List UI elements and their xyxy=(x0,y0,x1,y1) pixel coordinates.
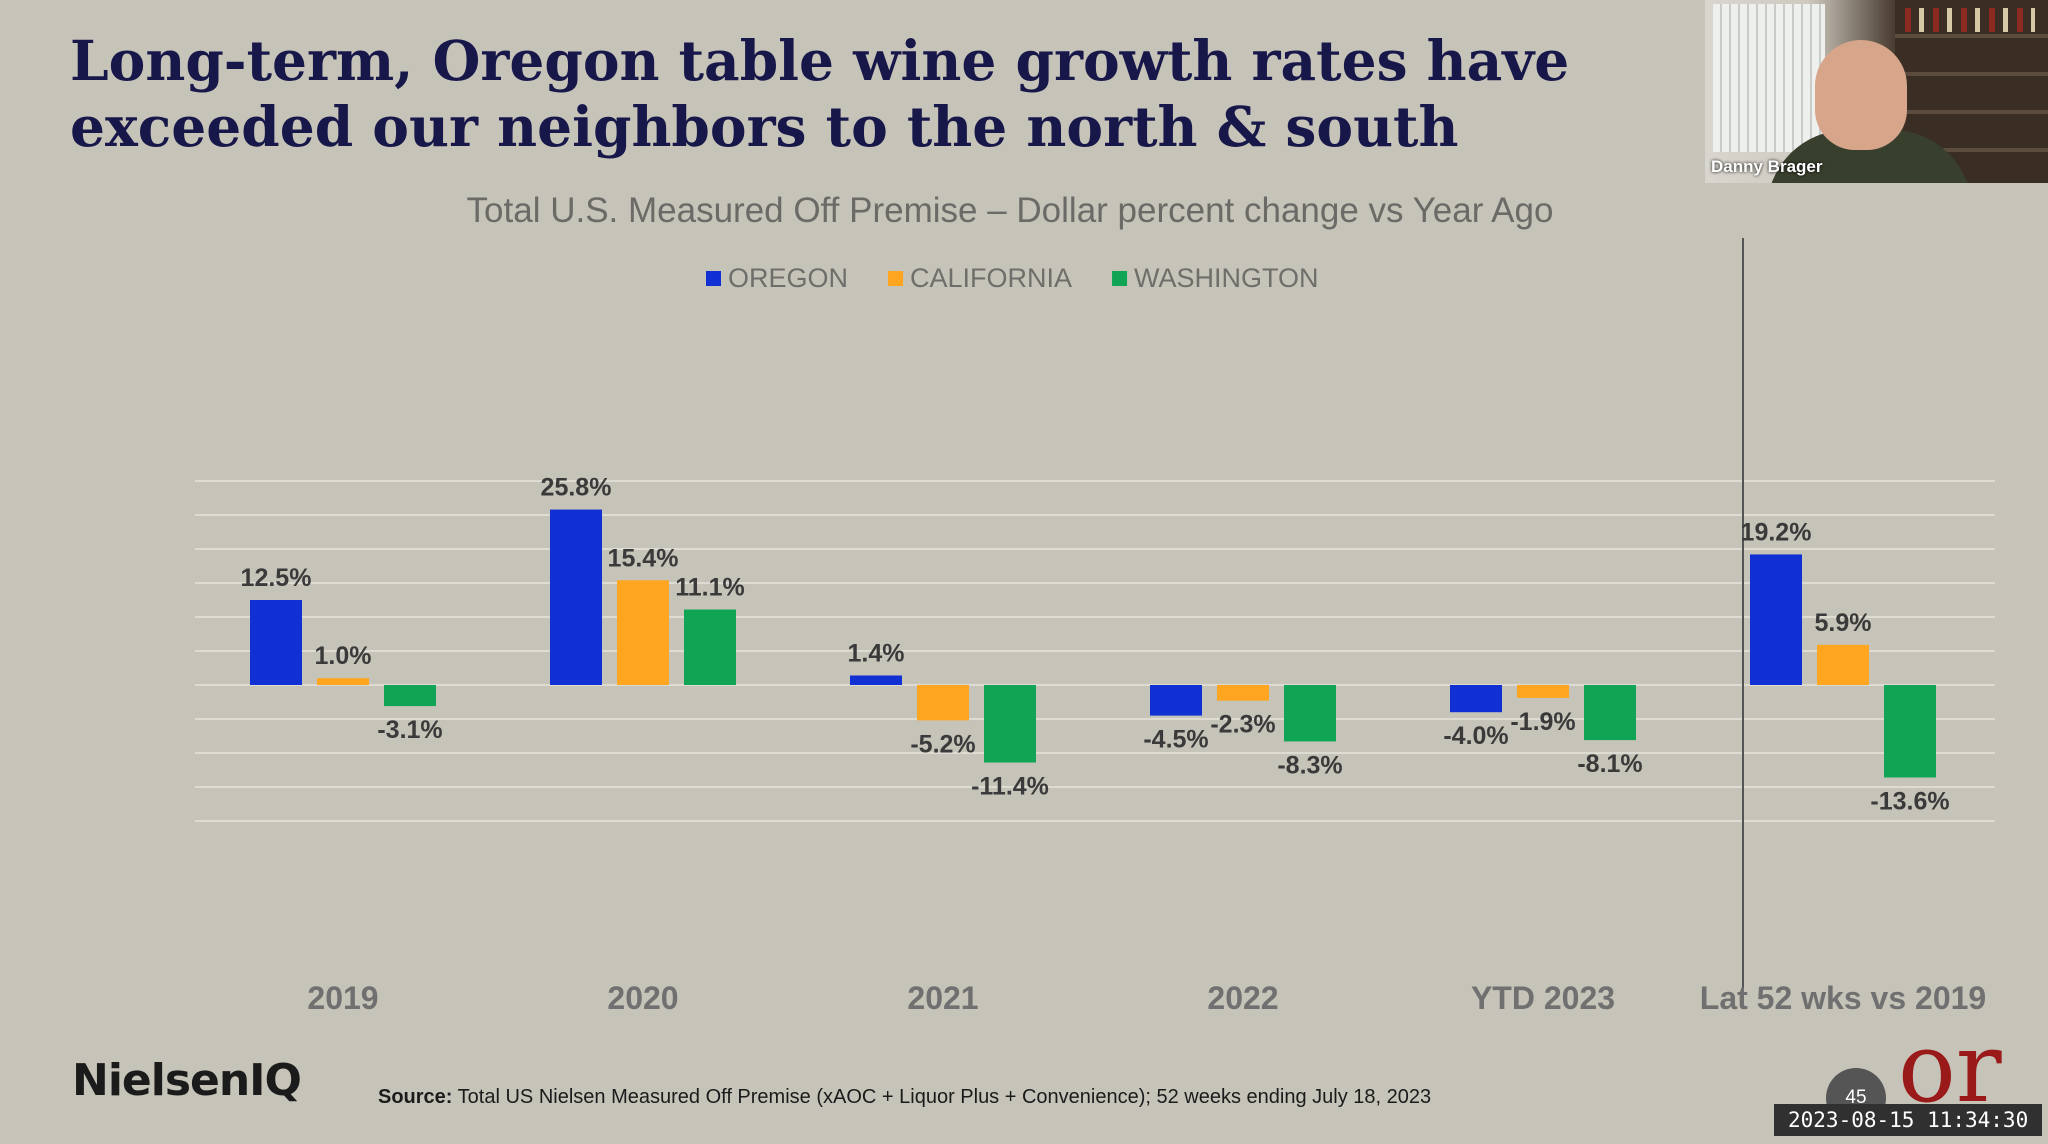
category-label: Lat 52 wks vs 2019 xyxy=(1700,980,1986,1016)
data-label: -3.1% xyxy=(377,716,442,744)
category-label: YTD 2023 xyxy=(1471,980,1615,1016)
data-label: -11.4% xyxy=(971,773,1049,801)
data-label: -1.9% xyxy=(1510,708,1575,736)
bar xyxy=(250,600,302,685)
participant-video: Danny Brager xyxy=(1705,0,2048,183)
bar xyxy=(1284,685,1336,742)
bar xyxy=(1150,685,1202,716)
data-label: 25.8% xyxy=(541,474,612,502)
category-label: 2021 xyxy=(907,980,978,1016)
recording-timestamp: 2023-08-15 11:34:30 xyxy=(1774,1104,2043,1136)
source-text: Total US Nielsen Measured Off Premise (x… xyxy=(457,1086,1432,1108)
chart-bars: 12.5% 1.0% -3.1% 25.8% 15.4%11.1% 1.4% -5.2% -1… xyxy=(241,474,1950,816)
bar xyxy=(917,685,969,721)
webcam-bottles xyxy=(1905,8,2035,32)
data-label: 1.0% xyxy=(315,642,372,670)
participant-name: Danny Brager xyxy=(1711,157,1823,176)
bar xyxy=(384,685,436,707)
bar xyxy=(1817,644,1869,685)
data-label: 11.1% xyxy=(675,574,745,602)
slide-title-line-1: Long-term, Oregon table wine growth rate… xyxy=(70,28,1570,93)
webcam-person-head xyxy=(1815,40,1907,150)
data-label: 15.4% xyxy=(608,544,679,572)
category-label: 2020 xyxy=(607,980,678,1016)
legend-swatch xyxy=(706,271,721,286)
data-label: 19.2% xyxy=(1741,518,1812,546)
slide-title-line-2: exceeded our neighbors to the north & so… xyxy=(70,94,1459,159)
data-label: -4.5% xyxy=(1143,726,1208,754)
chart-gridlines xyxy=(195,238,1995,1000)
data-label: -4.0% xyxy=(1443,722,1508,750)
bar xyxy=(850,675,902,685)
data-label: -2.3% xyxy=(1210,711,1275,739)
category-label: 2022 xyxy=(1207,980,1278,1016)
bar xyxy=(684,609,736,685)
bar xyxy=(1517,685,1569,698)
legend-label: OREGON xyxy=(728,263,848,293)
bar xyxy=(317,678,369,685)
chart-title: Total U.S. Measured Off Premise – Dollar… xyxy=(467,191,1554,230)
nielseniq-logo: NielsenIQ xyxy=(72,1055,302,1106)
chart-legend: OREGON CALIFORNIA WASHINGTON xyxy=(706,263,1319,293)
bar xyxy=(1750,554,1802,685)
category-label: 2019 xyxy=(307,980,378,1016)
data-label: -13.6% xyxy=(1870,787,1949,815)
bar xyxy=(984,685,1036,763)
bar xyxy=(1584,685,1636,741)
webcam-window xyxy=(1713,4,1825,152)
legend-swatch xyxy=(888,271,904,286)
slide-title: Long-term, Oregon table wine growth rate… xyxy=(70,28,1670,160)
bar xyxy=(1884,685,1936,778)
legend-swatch xyxy=(1112,271,1128,286)
bar xyxy=(1450,685,1502,713)
bar xyxy=(550,509,602,685)
legend-label: WASHINGTON xyxy=(1134,263,1319,293)
data-label: -8.1% xyxy=(1577,750,1642,778)
data-label: -5.2% xyxy=(910,730,975,758)
bar xyxy=(617,580,669,685)
data-label: 12.5% xyxy=(241,564,312,592)
source-note: Source: Total US Nielsen Measured Off Pr… xyxy=(378,1086,1431,1109)
chart-category-labels: 2019 2020 2021 2022 YTD 2023 Lat 52 wks vs 20… xyxy=(307,980,1986,1016)
data-label: 1.4% xyxy=(848,639,905,667)
source-label: Source: xyxy=(378,1086,453,1108)
bar xyxy=(1217,685,1269,701)
legend-label: CALIFORNIA xyxy=(910,263,1072,293)
brand-logo-mark: or xyxy=(1898,1012,2002,1124)
data-label: -8.3% xyxy=(1277,751,1342,779)
data-label: 5.9% xyxy=(1815,609,1872,637)
